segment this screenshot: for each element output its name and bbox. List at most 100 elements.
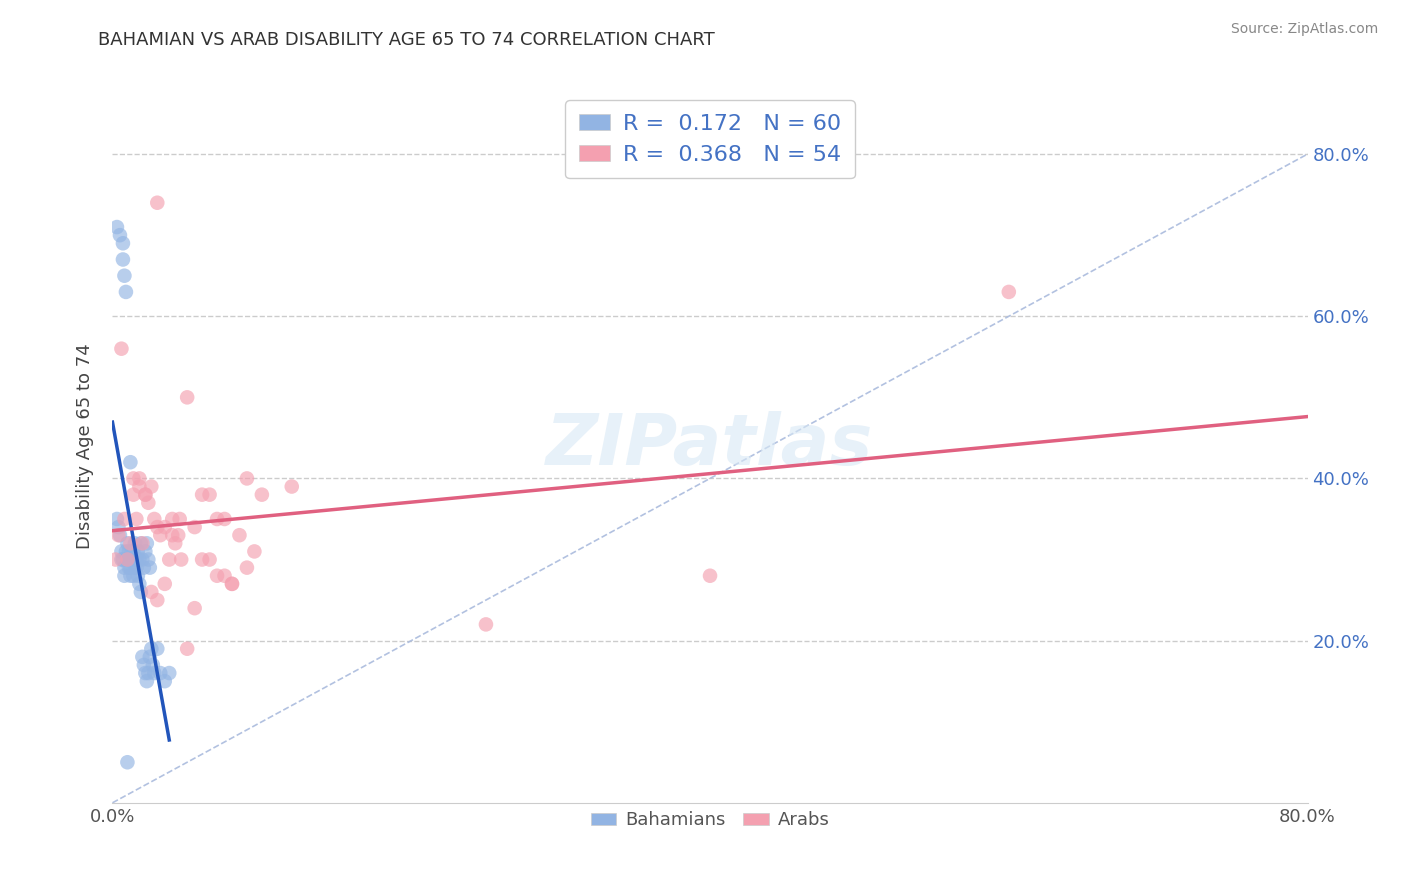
- Point: [141, 585, 163, 599]
- Point: [162, 528, 183, 542]
- Point: [117, 552, 139, 566]
- Point: [117, 552, 139, 566]
- Point: [165, 536, 187, 550]
- Point: [157, 666, 180, 681]
- Point: [107, 520, 129, 534]
- Point: [114, 560, 135, 574]
- Point: [128, 577, 150, 591]
- Point: [134, 544, 156, 558]
- Point: [250, 488, 273, 502]
- Point: [228, 528, 250, 542]
- Point: [117, 552, 139, 566]
- Point: [205, 568, 228, 582]
- Point: [111, 552, 134, 566]
- Point: [125, 512, 148, 526]
- Point: [115, 544, 138, 558]
- Point: [243, 544, 266, 558]
- Point: [142, 657, 165, 672]
- Point: [157, 552, 180, 566]
- Point: [128, 479, 150, 493]
- Point: [129, 536, 152, 550]
- Point: [167, 528, 190, 542]
- Point: [146, 520, 169, 534]
- Point: [129, 585, 152, 599]
- Point: [135, 674, 157, 689]
- Point: [110, 552, 132, 566]
- Point: [134, 488, 156, 502]
- Point: [131, 649, 153, 664]
- Point: [128, 552, 150, 566]
- Point: [998, 285, 1021, 299]
- Point: [146, 195, 169, 210]
- Point: [111, 236, 134, 251]
- Point: [153, 674, 176, 689]
- Point: [125, 560, 148, 574]
- Point: [183, 520, 205, 534]
- Point: [141, 641, 163, 656]
- Point: [214, 512, 236, 526]
- Point: [221, 577, 243, 591]
- Legend: Bahamians, Arabs: Bahamians, Arabs: [583, 805, 837, 837]
- Point: [121, 544, 143, 558]
- Point: [131, 536, 153, 550]
- Point: [121, 552, 143, 566]
- Y-axis label: Disability Age 65 to 74: Disability Age 65 to 74: [76, 343, 94, 549]
- Point: [176, 390, 198, 404]
- Point: [108, 528, 131, 542]
- Point: [162, 512, 183, 526]
- Point: [138, 552, 160, 566]
- Point: [114, 568, 135, 582]
- Point: [134, 488, 156, 502]
- Point: [110, 544, 132, 558]
- Point: [115, 285, 138, 299]
- Point: [138, 666, 160, 681]
- Point: [114, 268, 135, 283]
- Point: [122, 488, 145, 502]
- Point: [191, 488, 214, 502]
- Point: [120, 536, 142, 550]
- Point: [132, 560, 155, 574]
- Point: [110, 342, 132, 356]
- Point: [120, 455, 142, 469]
- Point: [127, 544, 149, 558]
- Point: [122, 568, 145, 582]
- Point: [132, 657, 155, 672]
- Text: ZIPatlas: ZIPatlas: [547, 411, 873, 481]
- Point: [124, 560, 146, 574]
- Point: [120, 560, 142, 574]
- Point: [699, 568, 721, 582]
- Point: [153, 520, 176, 534]
- Point: [153, 577, 176, 591]
- Point: [170, 552, 193, 566]
- Point: [125, 552, 148, 566]
- Point: [114, 512, 135, 526]
- Point: [143, 512, 166, 526]
- Point: [214, 568, 236, 582]
- Point: [205, 512, 228, 526]
- Point: [141, 479, 163, 493]
- Point: [120, 568, 142, 582]
- Point: [124, 536, 146, 550]
- Point: [121, 552, 143, 566]
- Point: [191, 552, 214, 566]
- Point: [198, 552, 221, 566]
- Point: [122, 471, 145, 485]
- Point: [236, 560, 259, 574]
- Point: [169, 512, 191, 526]
- Point: [108, 228, 131, 243]
- Point: [124, 552, 146, 566]
- Point: [143, 666, 166, 681]
- Point: [107, 528, 129, 542]
- Point: [117, 756, 139, 770]
- Point: [236, 471, 259, 485]
- Point: [139, 649, 162, 664]
- Point: [221, 577, 243, 591]
- Point: [105, 220, 128, 235]
- Point: [127, 568, 149, 582]
- Point: [117, 536, 139, 550]
- Text: Source: ZipAtlas.com: Source: ZipAtlas.com: [1230, 22, 1378, 37]
- Point: [149, 528, 172, 542]
- Point: [104, 552, 127, 566]
- Point: [138, 496, 160, 510]
- Point: [281, 479, 304, 493]
